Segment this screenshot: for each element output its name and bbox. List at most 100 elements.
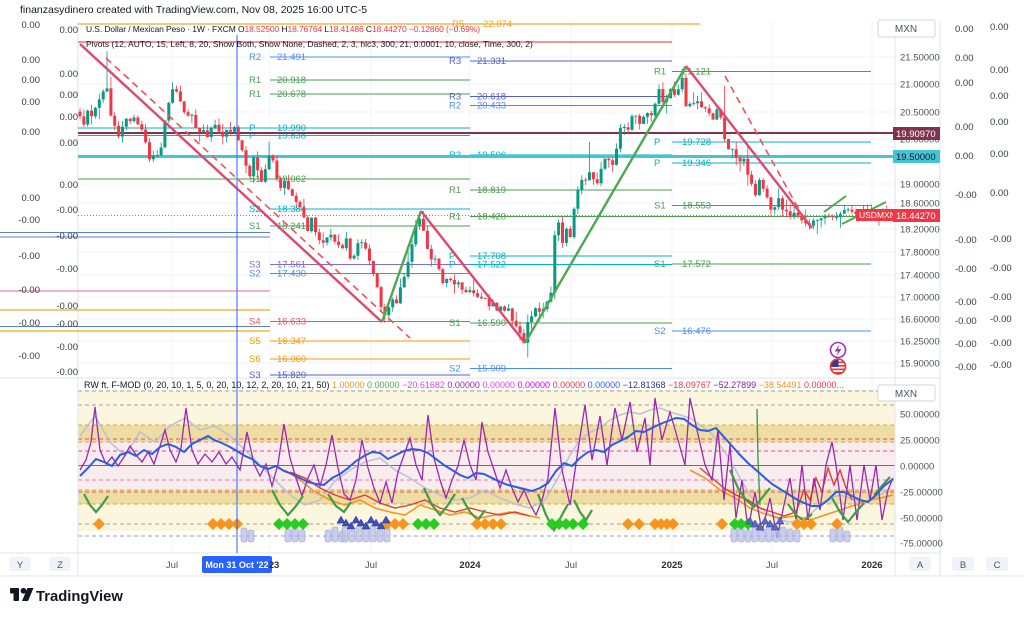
svg-text:-0.00: -0.00 xyxy=(990,360,1012,371)
svg-text:18.241: 18.241 xyxy=(277,221,306,232)
svg-text:finanzasydinero created with T: finanzasydinero created with TradingView… xyxy=(20,4,367,16)
svg-text:0.00: 0.00 xyxy=(990,91,1009,102)
svg-text:R1: R1 xyxy=(249,75,261,86)
svg-text:MXN: MXN xyxy=(895,389,917,400)
svg-text:19.062: 19.062 xyxy=(277,174,306,185)
svg-text:-0.00: -0.00 xyxy=(955,316,977,327)
svg-text:15.820: 15.820 xyxy=(277,370,306,381)
svg-text:21.331: 21.331 xyxy=(477,56,506,67)
svg-text:-75.00000: -75.00000 xyxy=(900,539,943,550)
svg-text:C: C xyxy=(994,560,1001,571)
svg-text:R1: R1 xyxy=(449,212,461,223)
svg-text:P: P xyxy=(654,137,660,148)
svg-text:0.00: 0.00 xyxy=(955,53,974,64)
svg-text:P: P xyxy=(654,158,660,169)
svg-text:R3: R3 xyxy=(449,92,461,103)
svg-text:22.074: 22.074 xyxy=(483,19,512,30)
svg-text:Pivots (12, AUTO, 15, Left, 8,: Pivots (12, AUTO, 15, Left, 8, 20, Show … xyxy=(86,39,533,49)
svg-text:-0.00: -0.00 xyxy=(18,251,40,262)
svg-text:P: P xyxy=(449,260,455,271)
svg-text:S1: S1 xyxy=(449,318,461,329)
svg-text:17.572: 17.572 xyxy=(682,259,711,270)
svg-text:0.00: 0.00 xyxy=(955,78,974,89)
svg-text:21.491: 21.491 xyxy=(277,52,306,63)
svg-text:-0.00: -0.00 xyxy=(56,342,78,353)
svg-text:S1: S1 xyxy=(249,221,261,232)
svg-text:16.476: 16.476 xyxy=(682,326,711,337)
svg-text:-0.00: -0.00 xyxy=(18,285,40,296)
svg-text:0.00: 0.00 xyxy=(990,65,1009,76)
svg-text:18.60000: 18.60000 xyxy=(900,199,940,210)
svg-text:P: P xyxy=(249,131,255,142)
svg-text:0.00: 0.00 xyxy=(22,193,41,204)
svg-text:-0.00: -0.00 xyxy=(955,362,977,373)
svg-text:-0.00: -0.00 xyxy=(955,190,977,201)
svg-text:P: P xyxy=(449,251,455,262)
svg-text:-50.00000: -50.00000 xyxy=(900,514,943,525)
svg-text:S3: S3 xyxy=(249,370,261,381)
svg-text:0.00: 0.00 xyxy=(22,127,41,138)
svg-text:0.00: 0.00 xyxy=(22,97,41,108)
svg-text:-0.00: -0.00 xyxy=(990,338,1012,349)
svg-text:15.90000: 15.90000 xyxy=(900,359,940,370)
svg-text:19.346: 19.346 xyxy=(682,158,711,169)
svg-text:18.44270: 18.44270 xyxy=(896,211,936,222)
svg-text:-0.00: -0.00 xyxy=(955,235,977,246)
svg-text:S1: S1 xyxy=(654,259,666,270)
svg-text:20.618: 20.618 xyxy=(477,92,506,103)
svg-text:17.80000: 17.80000 xyxy=(900,248,940,259)
svg-text:0.00: 0.00 xyxy=(60,69,79,80)
svg-text:15.909: 15.909 xyxy=(477,364,506,375)
svg-text:-25.00000: -25.00000 xyxy=(900,488,943,499)
svg-text:16.60000: 16.60000 xyxy=(900,315,940,326)
svg-text:21.00000: 21.00000 xyxy=(900,80,940,91)
svg-text:2026: 2026 xyxy=(861,560,882,571)
svg-text:-0.00: -0.00 xyxy=(56,205,78,216)
svg-text:-0.00: -0.00 xyxy=(56,319,78,330)
svg-text:R2: R2 xyxy=(249,52,261,63)
svg-text:0.00: 0.00 xyxy=(60,138,79,149)
svg-text:0.00: 0.00 xyxy=(990,188,1009,199)
svg-text:-0.00: -0.00 xyxy=(56,264,78,275)
svg-text:0.00: 0.00 xyxy=(22,75,41,86)
svg-text:S2: S2 xyxy=(249,269,261,280)
svg-text:18.20000: 18.20000 xyxy=(900,225,940,236)
svg-text:R3: R3 xyxy=(449,56,461,67)
svg-text:P: P xyxy=(249,123,255,134)
svg-text:19.990: 19.990 xyxy=(277,123,306,134)
svg-text:20.433: 20.433 xyxy=(477,101,506,112)
svg-text:18.819: 18.819 xyxy=(477,185,506,196)
svg-text:17.430: 17.430 xyxy=(277,269,306,280)
svg-text:S3: S3 xyxy=(249,260,261,271)
svg-text:0.00: 0.00 xyxy=(22,55,41,66)
svg-text:50.00000: 50.00000 xyxy=(900,410,940,421)
svg-text:S1: S1 xyxy=(249,174,261,185)
svg-text:Jul: Jul xyxy=(166,560,178,571)
svg-text:0.00000: 0.00000 xyxy=(900,462,934,473)
svg-text:16.347: 16.347 xyxy=(277,336,306,347)
svg-text:R1: R1 xyxy=(249,89,261,100)
svg-text:-0.00: -0.00 xyxy=(18,351,40,362)
svg-text:23: 23 xyxy=(269,560,280,571)
svg-text:-0.00: -0.00 xyxy=(990,263,1012,274)
svg-text:A: A xyxy=(917,560,924,571)
svg-text:-0.00: -0.00 xyxy=(56,301,78,312)
svg-text:0.00: 0.00 xyxy=(955,122,974,133)
svg-text:-0.00: -0.00 xyxy=(955,264,977,275)
svg-text:-0.00: -0.00 xyxy=(990,314,1012,325)
svg-text:2024: 2024 xyxy=(459,560,481,571)
svg-text:MXN: MXN xyxy=(895,24,917,35)
svg-text:U.S. Dollar / Mexican Peso · 1: U.S. Dollar / Mexican Peso · 1W · FXCM O… xyxy=(86,24,480,34)
svg-text:20.50000: 20.50000 xyxy=(900,108,940,119)
svg-text:0.00: 0.00 xyxy=(60,112,79,123)
svg-text:-0.00: -0.00 xyxy=(955,339,977,350)
svg-text:R2: R2 xyxy=(449,101,461,112)
svg-text:Jul: Jul xyxy=(766,560,778,571)
svg-text:17.40000: 17.40000 xyxy=(900,271,940,282)
svg-text:USDMXN: USDMXN xyxy=(859,210,896,220)
svg-text:19.838: 19.838 xyxy=(277,131,306,142)
svg-text:18.420: 18.420 xyxy=(477,212,506,223)
svg-text:R1: R1 xyxy=(449,185,461,196)
svg-text:0.00: 0.00 xyxy=(990,117,1009,128)
svg-text:Z: Z xyxy=(57,560,63,571)
